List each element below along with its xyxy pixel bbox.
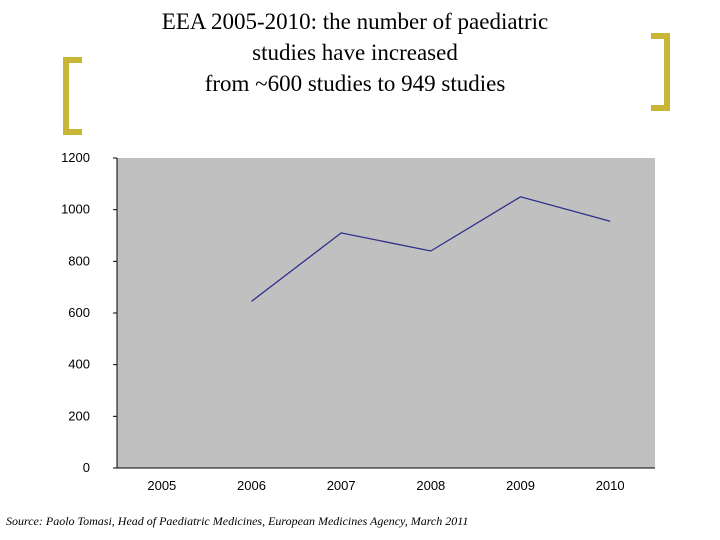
y-tick-label: 200 [68,408,90,423]
slide-title: EEA 2005-2010: the number of paediatric … [90,6,620,99]
x-tick-label: 2010 [596,478,625,493]
y-tick-label: 0 [83,460,90,475]
y-tick-label: 600 [68,305,90,320]
x-tick-labels: 2005 2006 2007 2008 2009 2010 [147,478,624,493]
left-bracket-decoration [63,57,82,135]
series-line [251,196,611,302]
right-bracket-decoration [651,33,670,111]
source-note: Source: Paolo Tomasi, Head of Paediatric… [6,514,469,528]
title-line-3: from ~600 studies to 949 studies [204,71,506,96]
x-tick-label: 2006 [237,478,266,493]
y-tick-label: 1000 [61,202,90,217]
series [251,196,611,302]
plot-area [117,158,655,468]
y-tick-label: 1200 [61,150,90,165]
y-tick-label: 400 [68,357,90,372]
x-tick-label: 2005 [147,478,176,493]
x-tick-label: 2008 [416,478,445,493]
y-tick-labels: 0 200 400 600 800 1000 1200 [61,150,117,475]
title-line-1: EEA 2005-2010: the number of paediatric [161,9,549,34]
y-tick-label: 800 [68,253,90,268]
x-tick-label: 2007 [327,478,356,493]
x-tick-label: 2009 [506,478,535,493]
title-line-2: studies have increased [252,40,458,65]
